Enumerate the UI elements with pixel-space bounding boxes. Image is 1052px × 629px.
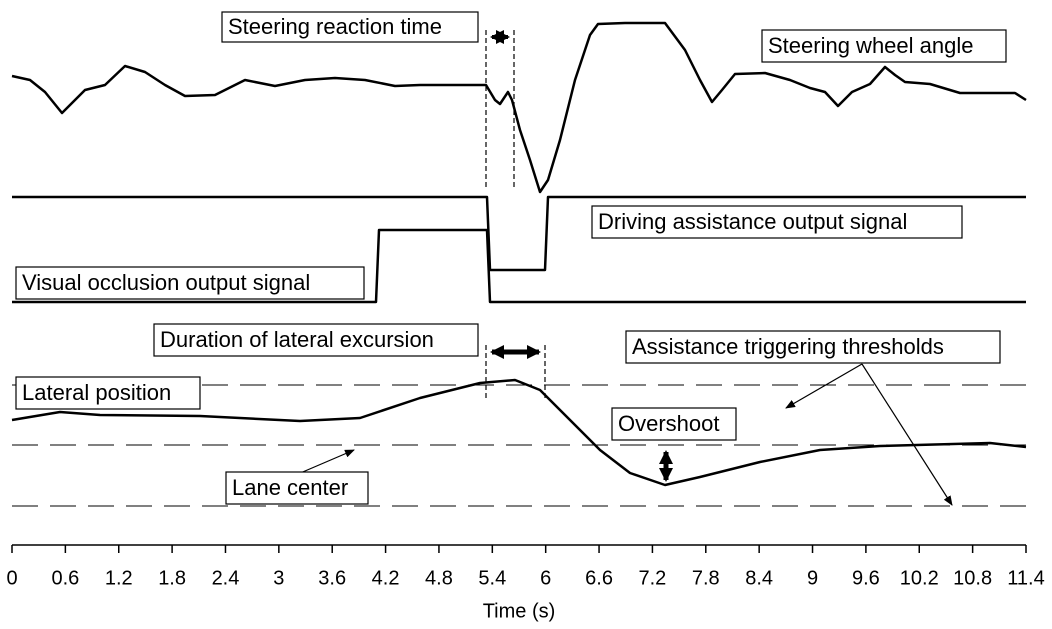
x-tick-label: 4.8 xyxy=(425,567,453,589)
label: Lane center xyxy=(232,475,348,500)
x-tick-label: 9 xyxy=(807,567,818,589)
label: Assistance triggering thresholds xyxy=(632,334,944,359)
x-tick-label: 9.6 xyxy=(852,567,880,589)
x-tick-label: 10.2 xyxy=(900,567,939,589)
x-tick-label: 4.2 xyxy=(372,567,400,589)
label: Visual occlusion output signal xyxy=(22,270,310,295)
x-tick-label: 10.8 xyxy=(953,567,992,589)
x-tick-label: 11.4 xyxy=(1007,567,1044,589)
x-tick-label: 6.6 xyxy=(585,567,613,589)
label: Steering wheel angle xyxy=(768,33,973,58)
label-box xyxy=(591,205,963,239)
label-box xyxy=(153,323,479,357)
lateral-curve xyxy=(11,378,1027,487)
x-tick-label: 0.6 xyxy=(51,567,79,589)
label: Driving assistance output signal xyxy=(598,209,907,234)
label: Overshoot xyxy=(618,411,720,436)
label-box xyxy=(761,29,1007,63)
x-tick-label: 1.2 xyxy=(105,567,133,589)
x-axis-title: Time (s) xyxy=(483,600,556,622)
label-box xyxy=(611,407,737,441)
x-tick-label: 3.6 xyxy=(318,567,346,589)
label-box xyxy=(15,266,365,300)
steering-curve xyxy=(11,21,1027,194)
label-box xyxy=(625,330,1001,364)
x-tick-label: 2.4 xyxy=(212,567,240,589)
label: Steering reaction time xyxy=(228,14,442,39)
x-tick-label: 8.4 xyxy=(745,567,773,589)
x-tick-label: 7.2 xyxy=(639,567,667,589)
label: Lateral position xyxy=(22,380,171,405)
x-tick-label: 7.8 xyxy=(692,567,720,589)
label-box xyxy=(15,376,201,410)
x-tick-label: 1.8 xyxy=(158,567,186,589)
occlusion-signal xyxy=(12,228,1026,304)
x-tick-label: 6 xyxy=(540,567,551,589)
x-tick-label: 0 xyxy=(6,567,17,589)
pointer xyxy=(785,363,863,409)
label: Duration of lateral excursion xyxy=(160,327,434,352)
x-tick-label: 3 xyxy=(273,567,284,589)
pointer xyxy=(297,449,355,475)
assistance-signal xyxy=(12,195,1026,272)
pointer xyxy=(861,363,953,506)
label-box xyxy=(225,471,369,505)
label-box xyxy=(221,11,479,43)
x-tick-label: 5.4 xyxy=(478,567,506,589)
